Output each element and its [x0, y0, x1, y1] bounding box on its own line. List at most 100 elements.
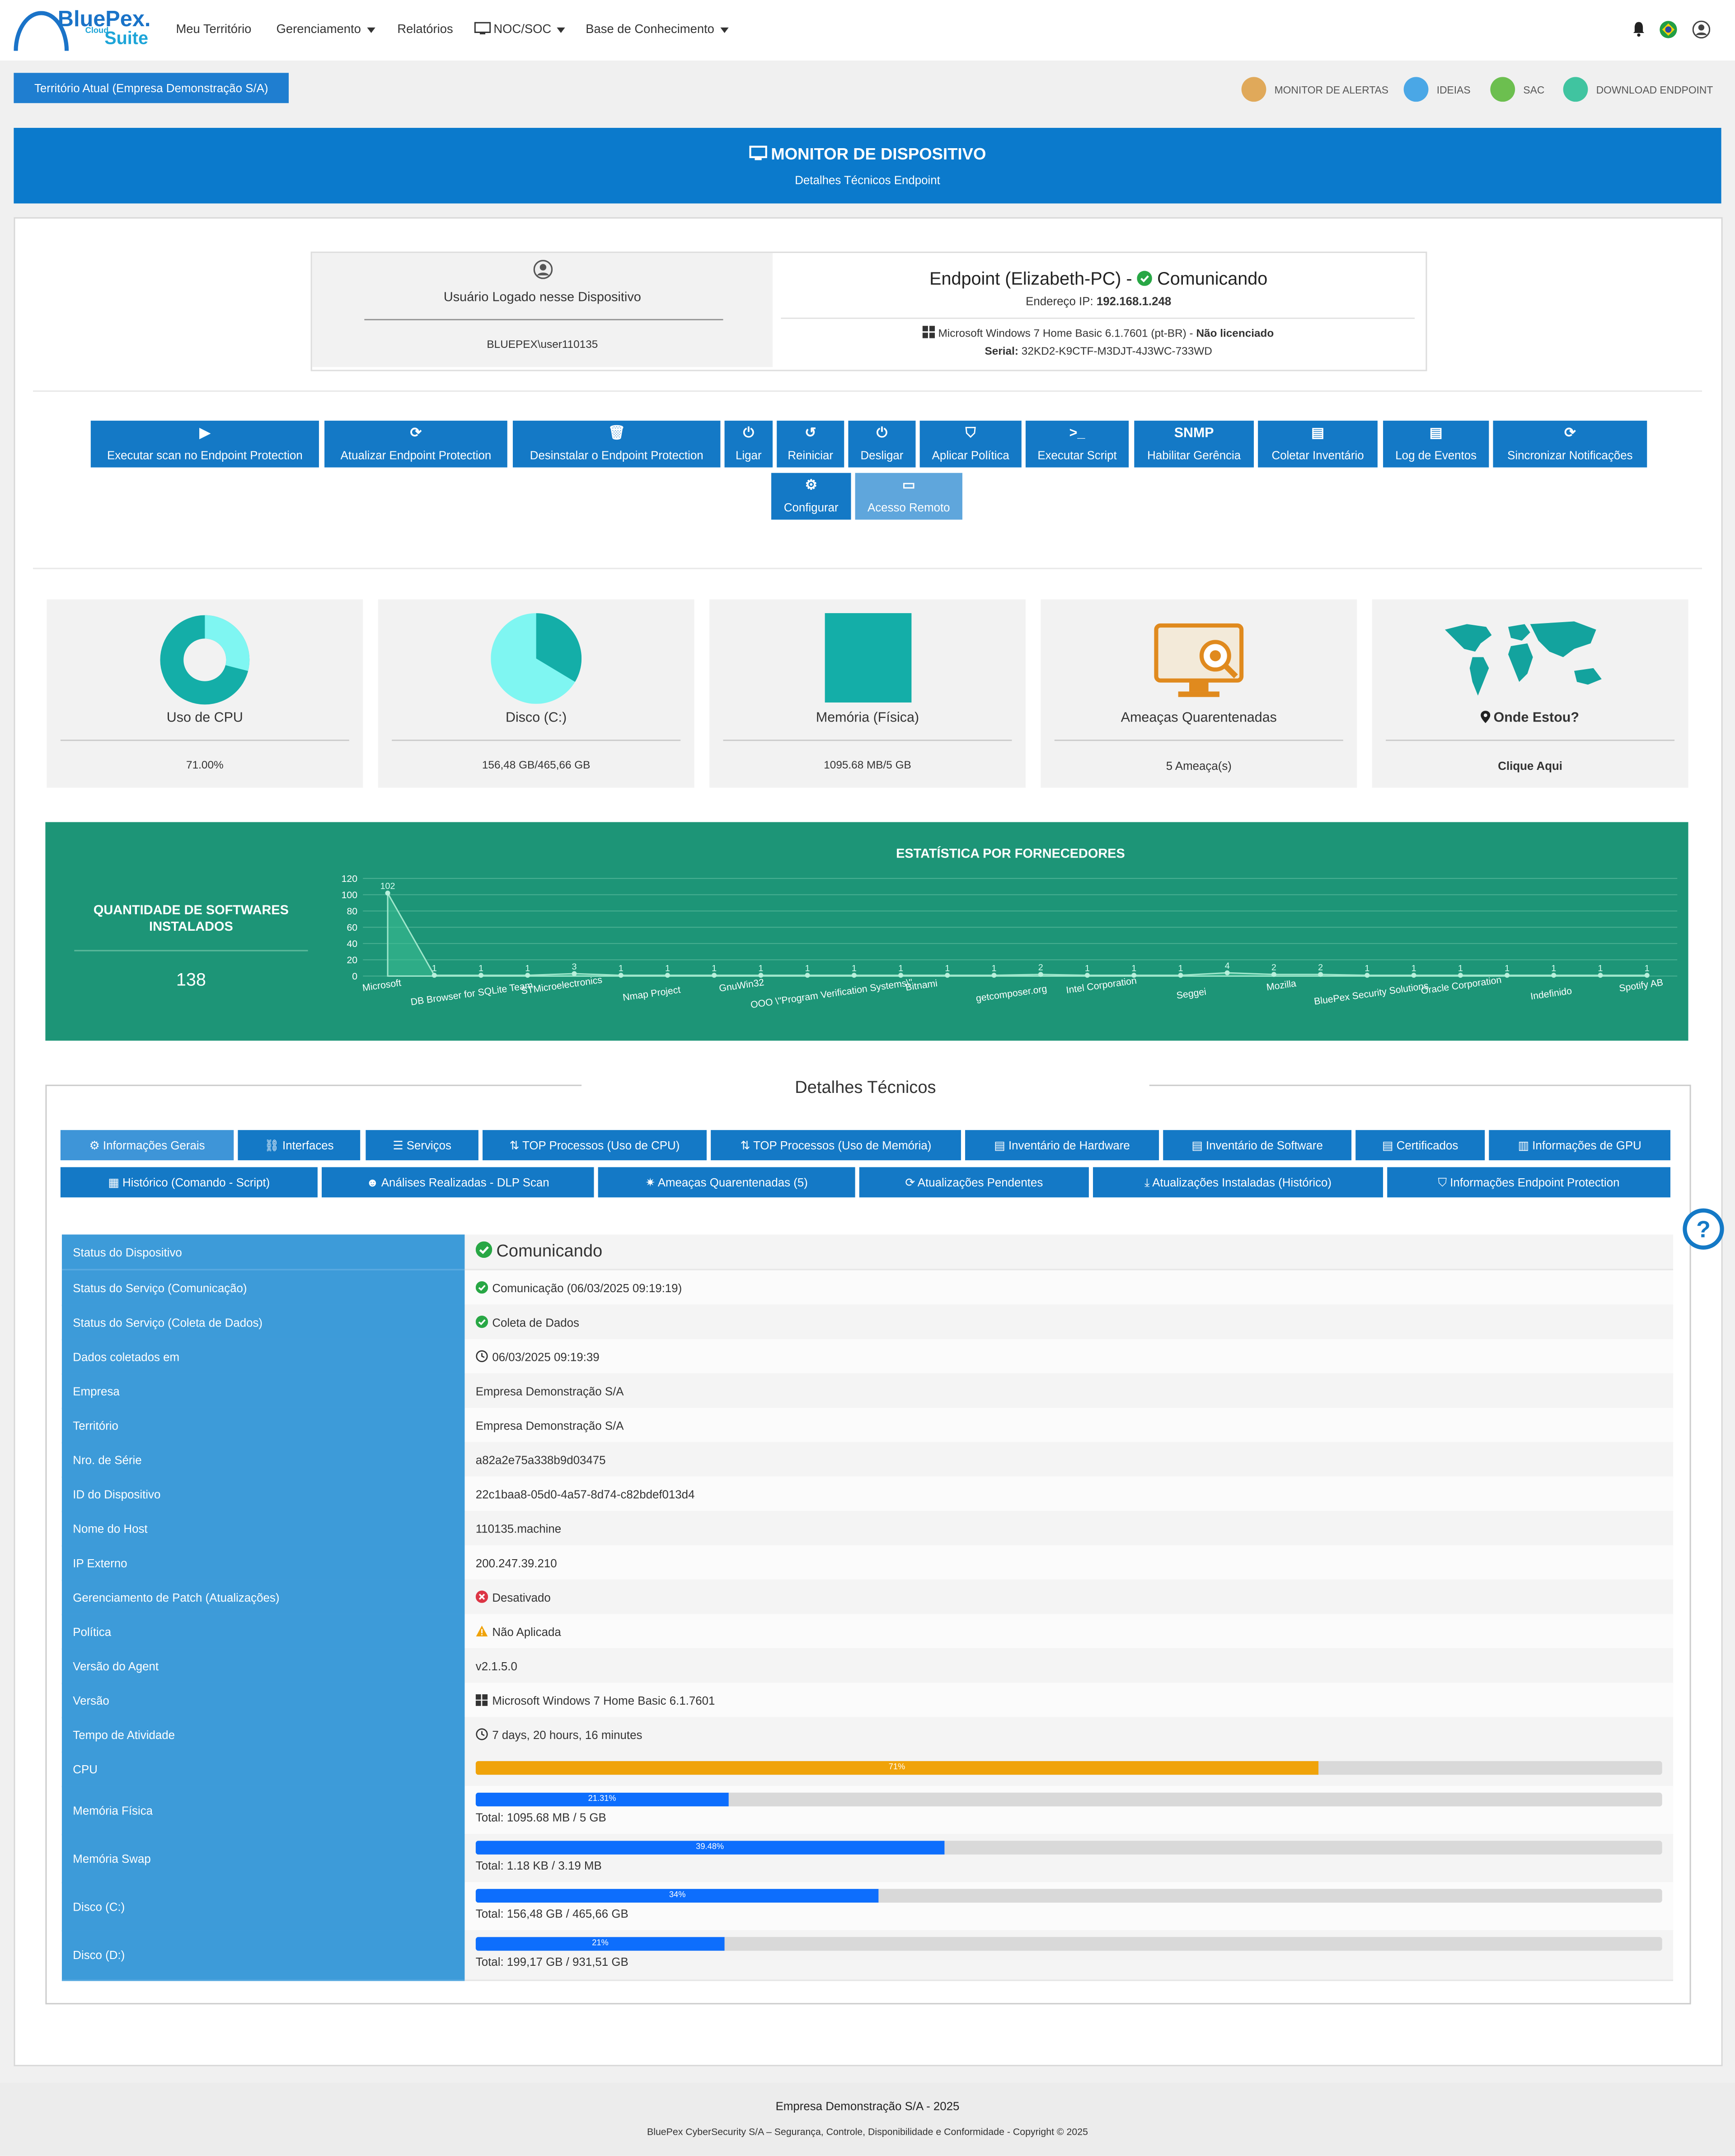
event-log-button[interactable]: ▤ Log de Eventos: [1383, 421, 1489, 468]
collect-inventory-button[interactable]: ▤ Coletar Inventário: [1258, 421, 1378, 468]
nav-meu-territorio[interactable]: Meu Território: [176, 22, 252, 36]
restart-button[interactable]: ↺ Reiniciar: [777, 421, 844, 468]
tab-interfaces[interactable]: ⛓ Interfaces: [238, 1130, 361, 1161]
sync-notifications-button[interactable]: ⟳ Sincronizar Notificações: [1493, 421, 1647, 468]
run-script-button[interactable]: >_ Executar Script: [1025, 421, 1129, 468]
tab-top-processos-cpu[interactable]: ⇅ TOP Processos (Uso de CPU): [483, 1130, 707, 1161]
chart-y-tick: 100: [342, 890, 358, 900]
info-row-value-text: Empresa Demonstração S/A: [475, 1419, 624, 1433]
info-row-value-text: Não Aplicada: [492, 1625, 561, 1639]
chart-point: [572, 971, 577, 976]
terminal-icon: >_: [1069, 426, 1085, 441]
user-avatar-icon[interactable]: [1692, 20, 1711, 39]
chart-data-label: 1: [1365, 963, 1369, 973]
info-row-label-cell: Gerenciamento de Patch (Atualizações): [61, 1580, 465, 1616]
chart-point: [991, 973, 997, 978]
support-icon: [1490, 77, 1515, 102]
info-row-value-cell: Microsoft Windows 7 Home Basic 6.1.7601: [464, 1683, 1674, 1719]
chart-data-label: 1: [1598, 963, 1603, 973]
configure-label: Configurar: [783, 500, 839, 515]
tab-inventario-software[interactable]: ▤ Inventário de Software: [1163, 1130, 1352, 1161]
nav-base-conhecimento[interactable]: Base de Conhecimento: [586, 22, 728, 36]
cpu-usage-card[interactable]: Uso de CPU 71.00%: [47, 599, 363, 788]
endpoint-os-text: Microsoft Windows 7 Home Basic 6.1.7601 …: [938, 327, 1193, 340]
tab-ameacas-quarentenadas[interactable]: ✷ Ameaças Quarentenadas (5): [598, 1167, 855, 1198]
memory-card[interactable]: Memória (Física) 1095.68 MB/5 GB: [709, 599, 1026, 788]
chart-point: [618, 973, 624, 978]
disk-c-card[interactable]: Disco (C:) 156,48 GB/465,66 GB: [378, 599, 694, 788]
bell-icon[interactable]: [1631, 21, 1647, 37]
info-row-label: Status do Serviço (Coleta de Dados): [73, 1315, 263, 1330]
tab-servicos[interactable]: ☰ Serviços: [366, 1130, 478, 1161]
divider: [60, 740, 349, 741]
disk-pie-used: [536, 613, 582, 682]
chart-data-label: 1: [1085, 963, 1090, 973]
chart-data-label: 2: [1271, 963, 1276, 973]
location-card[interactable]: Onde Estou? Clique Aqui: [1372, 599, 1688, 788]
brazil-flag-icon[interactable]: [1660, 21, 1678, 39]
info-row-value-cell: 22c1baa8-05d0-4a57-8d74-c82bdef013d4: [464, 1476, 1674, 1513]
location-card-link[interactable]: Clique Aqui: [1498, 759, 1562, 773]
chart-x-label: OOO \"Program Verification Systems\": [750, 977, 913, 1010]
info-row-label: Empresa: [73, 1384, 120, 1398]
location-card-title: Onde Estou?: [1372, 711, 1688, 726]
info-row-label-cell: Nro. de Série: [61, 1442, 465, 1478]
chart-point: [758, 973, 764, 978]
run-scan-button[interactable]: ▶ Executar scan no Endpoint Protection: [90, 421, 319, 468]
apply-policy-button[interactable]: ⛉ Aplicar Política: [919, 421, 1022, 468]
tab-atualizacoes-pendentes[interactable]: ⟳ Atualizações Pendentes: [859, 1167, 1089, 1198]
current-territory-button[interactable]: Território Atual (Empresa Demonstração S…: [14, 73, 289, 103]
vendor-chart-plot: 0 20 40 60 80 100 120 102 1 1 1 3 1 1 1 1 1 1 1 1 1 2 1 1 1 4 2 2 1 1…: [342, 873, 1678, 1010]
bug-icon: ✷: [645, 1175, 658, 1190]
power-on-button[interactable]: ⏻ Ligar: [724, 421, 773, 468]
info-row-value-text: 7 days, 20 hours, 16 minutes: [492, 1728, 642, 1742]
nav-gerenciamento[interactable]: Gerenciamento: [277, 22, 375, 36]
info-row-label-cell: Território: [61, 1407, 465, 1444]
info-row-value-cell: Desativado: [464, 1580, 1674, 1616]
info-row-value: Comunicação (06/03/2025 09:19:19): [475, 1281, 682, 1295]
nav-base-conhecimento-label: Base de Conhecimento: [586, 22, 714, 36]
tab-label: Serviços: [406, 1138, 451, 1152]
bluepex-logo[interactable]: BluePex. Cloud Suite: [14, 8, 151, 52]
tab-informacoes-gpu[interactable]: ▥ Informações de GPU: [1489, 1130, 1671, 1161]
nav-noc-soc[interactable]: NOC/SOC: [474, 22, 565, 36]
chart-point: [1038, 972, 1043, 977]
tab-historico-comando[interactable]: ▦ Histórico (Comando - Script): [60, 1167, 318, 1198]
disk-card-value: 156,48 GB/465,66 GB: [482, 759, 591, 772]
info-row-label: Memória Física: [73, 1803, 153, 1817]
event-log-label: Log de Eventos: [1395, 448, 1477, 462]
enable-snmp-button[interactable]: SNMP Habilitar Gerência: [1134, 421, 1254, 468]
tab-label: Certificados: [1396, 1138, 1458, 1152]
tab-inventario-hardware[interactable]: ▤ Inventário de Hardware: [965, 1130, 1159, 1161]
shutdown-button[interactable]: ⏻ Desligar: [848, 421, 916, 468]
uninstall-endpoint-button[interactable]: 🗑 Desinstalar o Endpoint Protection: [512, 421, 721, 468]
nav-relatorios[interactable]: Relatórios: [397, 22, 453, 36]
configure-button[interactable]: ⚙ Configurar: [771, 473, 851, 520]
remote-access-button[interactable]: ▭ Acesso Remoto: [855, 473, 962, 520]
chart-point: [712, 973, 717, 978]
chart-point: [1505, 973, 1510, 978]
tab-analises-dlp[interactable]: ☻ Análises Realizadas - DLP Scan: [322, 1167, 594, 1198]
quarantined-threats-card[interactable]: Ameaças Quarentenadas 5 Ameaça(s): [1041, 599, 1357, 788]
restart-label: Reiniciar: [788, 448, 834, 462]
tab-atualizacoes-instaladas[interactable]: ⤓ Atualizações Instaladas (Histórico): [1093, 1167, 1383, 1198]
quick-sac[interactable]: SAC: [1490, 75, 1544, 103]
top-navbar: [0, 0, 1735, 61]
tab-info-endpoint-protection[interactable]: ⛉ Informações Endpoint Protection: [1387, 1167, 1671, 1198]
chart-data-label: 2: [1038, 963, 1043, 973]
chart-data-label: 102: [380, 881, 395, 891]
tab-top-processos-memoria[interactable]: ⇅ TOP Processos (Uso de Memória): [711, 1130, 961, 1161]
quick-download-endpoint[interactable]: DOWNLOAD ENDPOINT: [1563, 75, 1713, 103]
info-row-label-cell: Status do Serviço (Comunicação): [61, 1270, 465, 1306]
info-row-value-text: Desativado: [492, 1590, 551, 1604]
sync-notifications-label: Sincronizar Notificações: [1507, 448, 1633, 462]
quick-monitor-alertas[interactable]: MONITOR DE ALERTAS: [1241, 75, 1388, 103]
tab-informacoes-gerais[interactable]: ⚙ Informações Gerais: [60, 1130, 234, 1161]
update-endpoint-label: Atualizar Endpoint Protection: [340, 448, 492, 462]
divider: [723, 740, 1012, 741]
help-icon[interactable]: ?: [1681, 1207, 1725, 1251]
update-endpoint-button[interactable]: ⟳ Atualizar Endpoint Protection: [324, 421, 507, 468]
quick-ideias[interactable]: IDEIAS: [1403, 75, 1471, 103]
tab-certificados[interactable]: ▤ Certificados: [1355, 1130, 1485, 1161]
info-row-label: IP Externo: [73, 1556, 127, 1570]
